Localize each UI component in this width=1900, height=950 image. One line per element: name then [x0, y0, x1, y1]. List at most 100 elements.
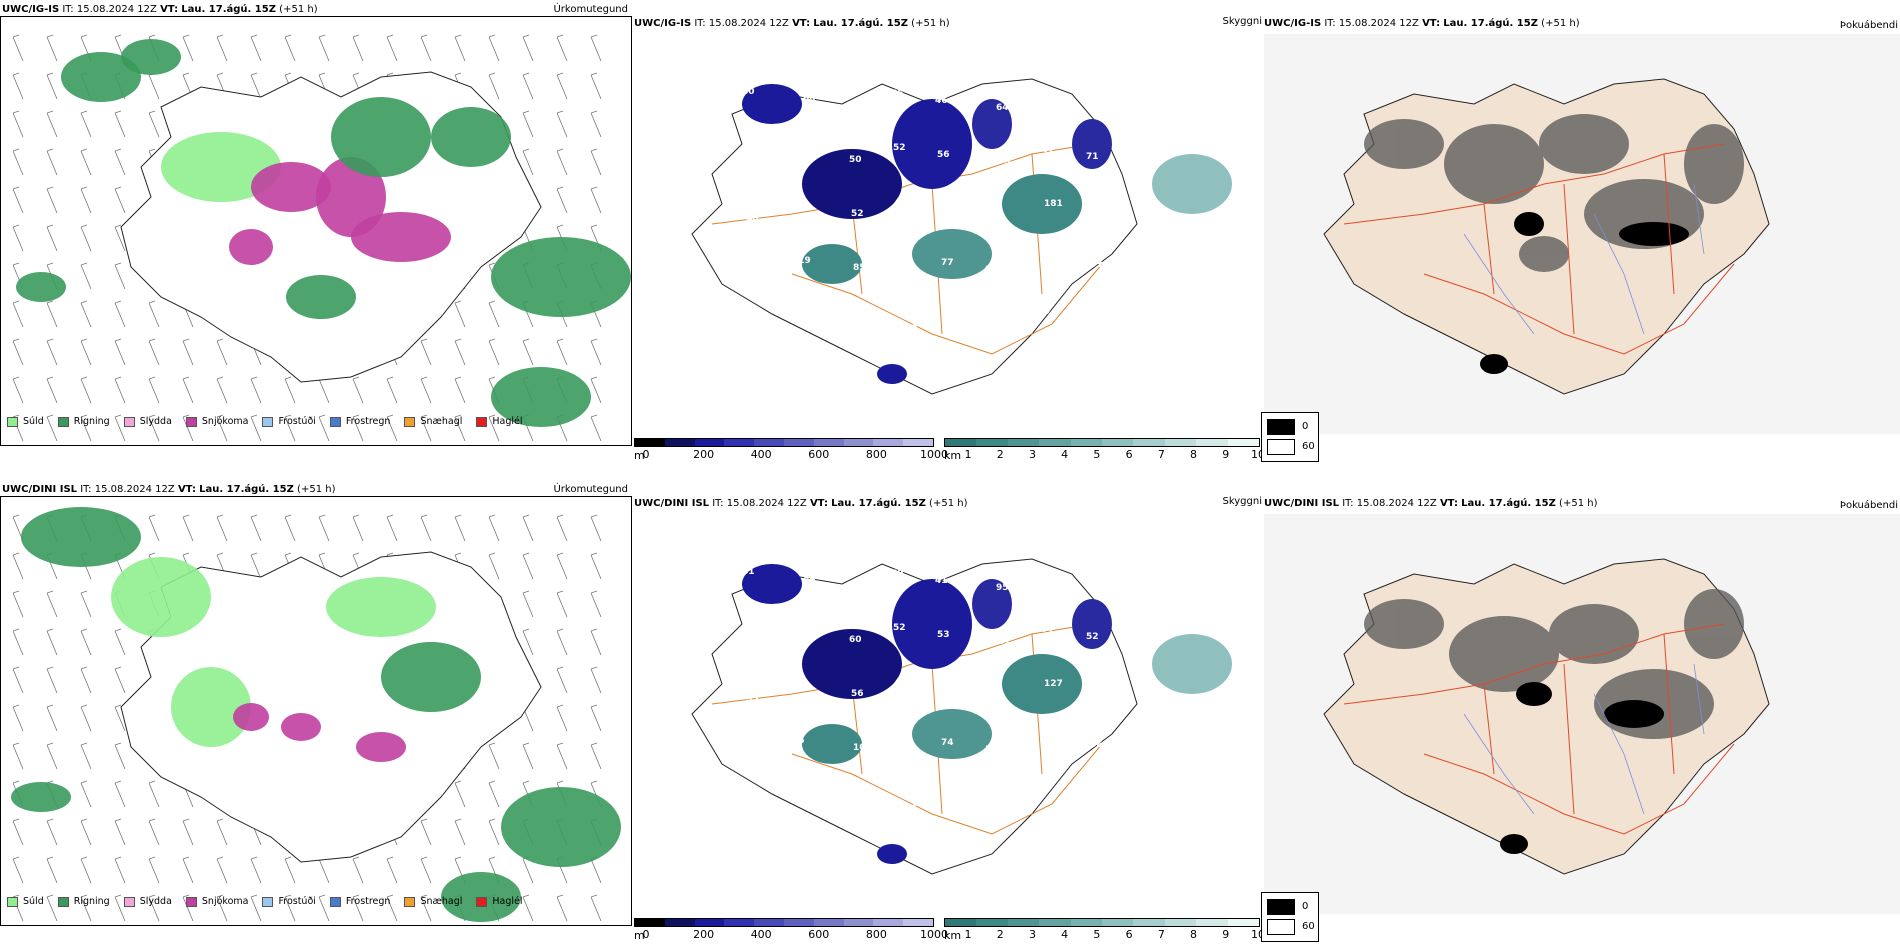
- precip-map[interactable]: Súld Rigning Slydda Snjókoma Frostúði Frostre…: [0, 496, 632, 926]
- precip-area: [229, 229, 273, 265]
- cloud-base-label: 72: [1046, 253, 1059, 263]
- cloud-base-label: 71: [750, 802, 763, 812]
- wind-barb: [284, 414, 296, 442]
- wind-barb: [80, 628, 92, 656]
- wind-barb: [46, 894, 58, 922]
- precip-legend-label: Snæhagl: [420, 416, 463, 427]
- precip-legend-label: Rigning: [73, 896, 110, 907]
- precip-legend-label: Rigning: [73, 416, 110, 427]
- wind-barb: [522, 628, 534, 656]
- colorbar-tick-label: 3: [1028, 448, 1036, 461]
- cloud-base-label: 77: [790, 682, 803, 692]
- precip-area: [233, 703, 269, 731]
- wind-barb: [250, 376, 262, 404]
- wind-barb: [46, 186, 58, 214]
- wind-barb: [12, 666, 24, 694]
- colorbar-tick-label: 0: [642, 448, 650, 461]
- colorbar-tick-label: 400: [750, 928, 772, 941]
- wind-barb: [80, 262, 92, 290]
- wind-barb: [12, 628, 24, 656]
- valid-time: Lau. 17.ágú. 15Z: [1443, 18, 1538, 29]
- precip-legend-label: Slydda: [139, 896, 172, 907]
- fog-map[interactable]: 0 60: [1261, 34, 1900, 464]
- cloud-base-label: 40: [746, 214, 759, 224]
- wind-barb: [46, 72, 58, 100]
- wind-barb: [148, 338, 160, 366]
- colorbar-segment: [724, 919, 755, 926]
- cloud-base-label: 196: [750, 322, 769, 332]
- fog-map[interactable]: 0 60: [1261, 514, 1900, 944]
- colorbar-segment: [1007, 919, 1040, 926]
- init-time: 15.08.2024 12Z: [76, 4, 157, 15]
- wind-barb: [556, 628, 568, 656]
- wind-barb: [12, 376, 24, 404]
- wind-barb: [46, 414, 58, 442]
- precip-map[interactable]: Súld Rigning Slydda Snjókoma Frostúði Frostre…: [0, 16, 632, 446]
- colorbar-segment: [873, 439, 904, 446]
- cloud-base-label: 59: [891, 569, 904, 579]
- cloud-base-label: 60: [744, 160, 757, 170]
- fog-legend-swatch-high: [1267, 439, 1295, 455]
- wind-barb: [386, 376, 398, 404]
- wind-barb: [590, 148, 602, 176]
- colorbar-segment: [724, 439, 755, 446]
- lead-time: (+51 h): [1559, 498, 1598, 509]
- precip-legend-item: Rigning: [57, 896, 110, 907]
- wind-barb: [284, 34, 296, 62]
- precip-legend: Súld Rigning Slydda Snjókoma Frostúði Frostre…: [7, 416, 523, 427]
- colorbar-tick-label: 1000: [920, 448, 948, 461]
- cloud-base-label: 188: [794, 310, 813, 320]
- colorbar-tick-label: 200: [693, 448, 715, 461]
- colorbar-tick-label: 0: [642, 928, 650, 941]
- wind-barb: [420, 376, 432, 404]
- wind-barb: [454, 376, 466, 404]
- fog-panel-title: Þokuábendi: [1839, 500, 1898, 511]
- cloud-map[interactable]: 80 60 38 55 46 64 57 39 60 62 50 52 56 79 67 71 40 49 52 48…: [632, 34, 1265, 464]
- wind-barb: [216, 818, 228, 846]
- colorbar-tick-label: 800: [865, 928, 887, 941]
- wind-barb: [454, 818, 466, 846]
- wind-barb: [454, 414, 466, 442]
- cloud-base-label: 56: [937, 150, 950, 160]
- wind-barb: [556, 590, 568, 618]
- cloud-base-label: 40: [847, 581, 860, 591]
- colorbar-segment: [1102, 919, 1134, 926]
- wind-barb: [182, 894, 194, 922]
- cloud-base-label: 60: [803, 94, 816, 104]
- cloud-base-label: 80: [742, 87, 755, 97]
- wind-barb: [522, 338, 534, 366]
- wind-barb: [522, 514, 534, 542]
- precip-area: [11, 782, 71, 812]
- wind-barb: [488, 818, 500, 846]
- wind-barb: [590, 110, 602, 138]
- precip-legend-swatch: [123, 416, 135, 427]
- wind-barb: [80, 780, 92, 808]
- wind-barb: [216, 34, 228, 62]
- precip-legend-item: Snjókoma: [185, 896, 248, 907]
- colorbar-tick-label: 3: [1028, 928, 1036, 941]
- colorbar-segment: [635, 919, 665, 926]
- wind-barb: [182, 818, 194, 846]
- cloud-base-label: 52: [851, 209, 864, 219]
- cloud-map-graphic: 80 60 38 55 46 64 57 39 60 62 50 52 56 79 67 71 40 49 52 48…: [691, 78, 1232, 395]
- colorbar-tick-label: 2: [996, 448, 1004, 461]
- precip-legend-swatch: [262, 416, 274, 427]
- cloud-map[interactable]: 81 84 40 59 41 95 75 65 51 51 60 52 53 61 77 52 55 77 56 43…: [632, 514, 1265, 944]
- precip-legend-swatch: [329, 416, 341, 427]
- precip-legend-item: Frostregn: [329, 896, 390, 907]
- cloud-base-label: 64: [996, 103, 1009, 113]
- cloud-area: [877, 844, 907, 864]
- panel-header: UWC/IG-IS IT: 15.08.2024 12Z VT: Lau. 17…: [2, 4, 318, 15]
- wind-barb: [488, 552, 500, 580]
- wind-barb: [556, 894, 568, 922]
- cloud-panel-title: Skyggni: [1222, 496, 1262, 507]
- cloud-base-label: 181: [1044, 199, 1063, 209]
- wind-barb: [46, 34, 58, 62]
- cloud-base-label: 77: [941, 258, 954, 268]
- wind-barb: [556, 110, 568, 138]
- colorbar-tick-label: 4: [1061, 928, 1069, 941]
- precip-area: [121, 39, 181, 75]
- model-name: UWC/IG-IS: [634, 18, 692, 29]
- wind-barb: [488, 414, 500, 442]
- wind-barb: [80, 148, 92, 176]
